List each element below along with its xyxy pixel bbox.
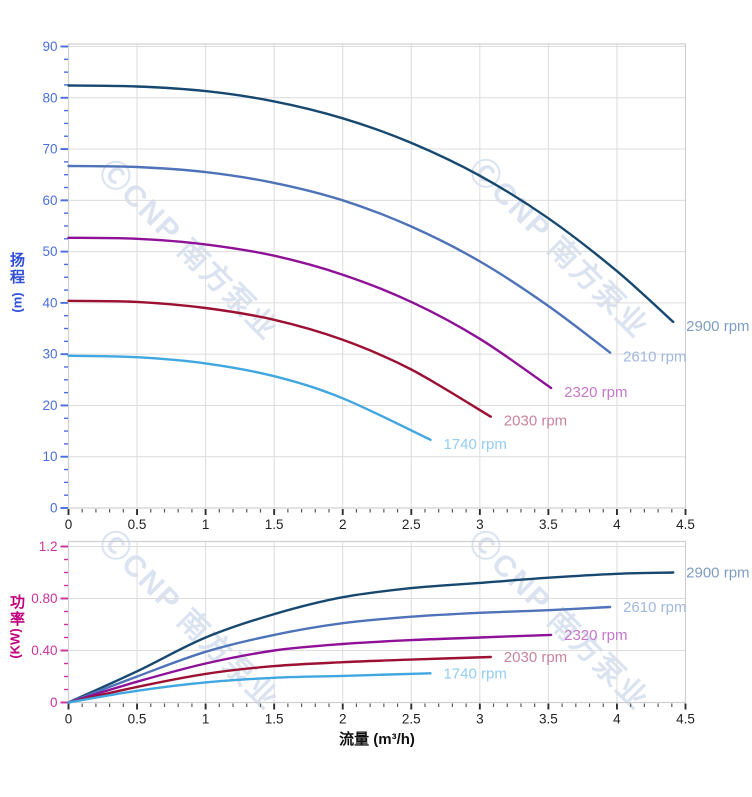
curve-label-2320rpm: 2320 rpm — [564, 627, 627, 644]
y-tick-label: 30 — [42, 347, 57, 362]
head-axis-unit: (m) — [9, 292, 25, 313]
y-tick-label: 60 — [42, 193, 57, 208]
y-tick-label: 70 — [42, 142, 57, 157]
y-tick-label: 0 — [50, 695, 58, 710]
head-axis-title: 扬程 — [9, 252, 25, 287]
gridlines — [68, 541, 686, 703]
y-tick-label: 80 — [42, 90, 57, 105]
curve-2610rpm — [67, 164, 612, 354]
x-tick-label: 3.5 — [539, 712, 558, 727]
power-axis-title: 功率 — [9, 594, 25, 629]
curve-label-1740rpm: 1740 rpm — [443, 436, 506, 453]
x-tick-label: 3 — [476, 517, 484, 532]
x-tick-label: 2 — [339, 712, 347, 727]
curve-label-2610rpm: 2610 rpm — [623, 599, 686, 616]
y-tick-label: 0 — [50, 501, 58, 516]
curve-label-2320rpm: 2320 rpm — [564, 384, 627, 401]
curve-2900rpm — [67, 571, 675, 704]
x-tick-label: 0 — [65, 712, 73, 727]
y-tick-label: 40 — [42, 295, 57, 310]
x-tick-label: 1.5 — [265, 712, 284, 727]
x-tick-label: 4 — [613, 712, 621, 727]
y-tick-label: 1.2 — [39, 539, 58, 554]
curve-2030rpm — [67, 655, 492, 704]
y-tick-label: 10 — [42, 449, 57, 464]
x-axis-ticks: 0 0.5 1 1.5 2 2.5 3 3.5 4 4.5 — [65, 703, 695, 727]
x-tick-label: 3 — [476, 712, 484, 727]
y-tick-label: 90 — [42, 39, 57, 54]
x-tick-label: 0.5 — [128, 712, 147, 727]
x-tick-label: 2.5 — [402, 712, 421, 727]
plot-frame — [67, 540, 687, 704]
x-tick-label: 1.5 — [265, 517, 284, 532]
x-tick-label: 4.5 — [676, 517, 695, 532]
curve-2030rpm — [67, 299, 492, 418]
curve-label-2900rpm: 2900 rpm — [686, 318, 749, 335]
curve-2900rpm — [67, 84, 675, 324]
head-vs-flow-chart: 0 10 20 30 40 50 60 70 80 90 0 0.5 1 1.5 2 2.5 3 3.5 4 4.5 2… — [42, 39, 749, 532]
y-tick-label: 0.40 — [31, 643, 57, 658]
curve-2610rpm — [67, 605, 612, 704]
x-tick-label: 1 — [202, 517, 210, 532]
x-tick-label: 0 — [65, 517, 73, 532]
x-tick-label: 4 — [613, 517, 621, 532]
curve-label-1740rpm: 1740 rpm — [443, 665, 506, 682]
x-axis-ticks: 0 0.5 1 1.5 2 2.5 3 3.5 4 4.5 — [65, 509, 695, 532]
x-tick-label: 3.5 — [539, 517, 558, 532]
x-tick-label: 2 — [339, 517, 347, 532]
y-axis-ticks: 0 0.40 0.80 1.2 — [31, 539, 68, 710]
x-tick-label: 0.5 — [128, 517, 147, 532]
x-tick-label: 2.5 — [402, 517, 421, 532]
curve-label-2030rpm: 2030 rpm — [504, 413, 567, 430]
y-tick-label: 20 — [42, 398, 57, 413]
gridlines — [68, 44, 686, 508]
curve-label-2610rpm: 2610 rpm — [623, 349, 686, 366]
curve-label-2030rpm: 2030 rpm — [504, 649, 567, 666]
y-tick-label: 50 — [42, 244, 57, 259]
curve-2320rpm — [67, 236, 553, 390]
power-vs-flow-chart: 0 0.40 0.80 1.2 0 0.5 1 1.5 2 2.5 3 3.5 4 4.5 2900 rpm… — [31, 539, 749, 727]
x-tick-label: 4.5 — [676, 712, 695, 727]
x-tick-label: 1 — [202, 712, 210, 727]
plot-frame — [67, 43, 687, 509]
curve-2320rpm — [67, 633, 553, 704]
y-tick-label: 0.80 — [31, 591, 57, 606]
curve-1740rpm — [67, 354, 432, 441]
y-axis-ticks: 0 10 20 30 40 50 60 70 80 90 — [42, 39, 68, 516]
power-axis-unit: (KW) — [7, 628, 23, 659]
flow-axis-title: 流量 (m³/h) — [339, 731, 415, 748]
curve-1740rpm — [67, 672, 432, 704]
curve-label-2900rpm: 2900 rpm — [686, 565, 749, 582]
